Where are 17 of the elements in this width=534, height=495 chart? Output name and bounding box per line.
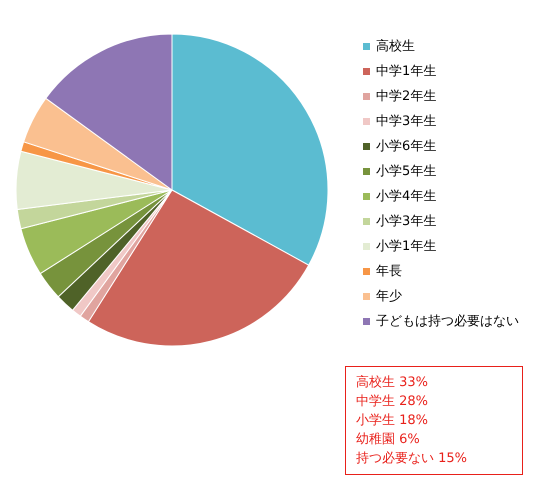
legend-label: 年少 (376, 289, 402, 304)
text: 幼稚園 6% (356, 431, 421, 449)
text: 持つ必要ない 15% (356, 450, 468, 468)
legend-label: 小学5年生 (376, 164, 436, 179)
text: 中学生 28% (356, 393, 430, 411)
legend-label: 高校生 (376, 38, 415, 54)
legend-label: 小学4年生 (376, 189, 436, 204)
legend-label: 中学2年生 (376, 89, 436, 104)
legend-label: 小学6年生 (376, 139, 436, 154)
text: 小学生 18% (356, 412, 430, 430)
legend-label: 中学3年生 (376, 114, 436, 129)
text: 高校生 33% (356, 374, 430, 392)
legend-label: 小学3年生 (376, 214, 436, 229)
legend-label: 子どもは持つ必要はない (376, 314, 519, 329)
legend-label: 中学1年生 (376, 64, 436, 79)
legend-label: 小学1年生 (376, 239, 436, 254)
legend-label: 年長 (376, 264, 402, 279)
